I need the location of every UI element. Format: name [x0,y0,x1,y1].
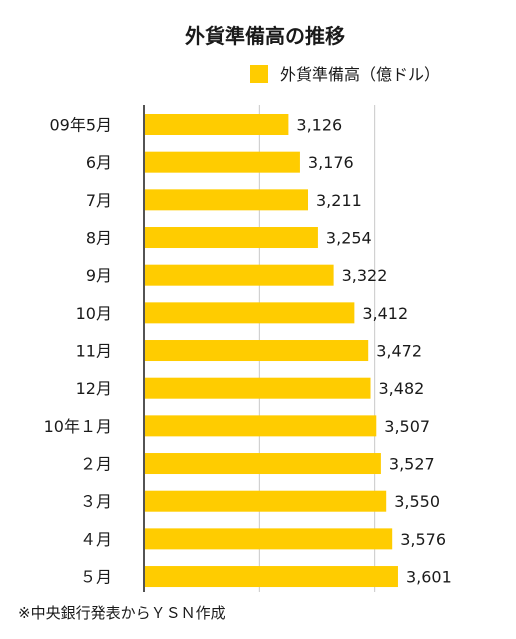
value-label: 3,176 [308,153,354,172]
bar [145,340,369,362]
value-label: 3,211 [316,191,362,210]
value-label: 3,550 [394,492,440,511]
legend: 外貨準備高（億ドル） [250,65,440,84]
bar [145,264,334,286]
source-note: ※中央銀行発表からＹＳＮ作成 [18,604,226,622]
category-labels: 09年5月 6月 7月 8月 9月 10月 11月 12月 10年１月 ２月 ３月 ４月 ５月 [44,116,112,587]
bar [145,227,318,249]
value-labels: 3,126 3,176 3,211 3,254 3,322 3,412 3,472 3,482… [296,116,451,587]
value-label: 3,601 [406,568,452,587]
category-label: ５月 [80,568,112,587]
value-label: 3,482 [379,379,425,398]
category-label: ２月 [80,455,112,474]
bar [145,415,377,437]
bar [145,189,309,211]
bar [145,114,289,135]
category-label: 10年１月 [44,417,112,436]
bar [145,528,393,550]
legend-swatch [250,65,268,83]
category-label: 6月 [86,153,112,172]
value-label: 3,472 [376,342,422,361]
category-label: 7月 [86,191,112,210]
value-label: 3,254 [326,229,372,248]
bar [145,490,387,512]
category-label: 09年5月 [49,116,112,135]
bars [145,114,398,588]
bar [145,302,355,324]
value-label: 3,322 [342,266,388,285]
category-label: 8月 [86,229,112,248]
value-label: 3,126 [296,116,342,135]
value-label: 3,527 [389,455,435,474]
bar [145,453,381,475]
category-label: 12月 [76,379,112,398]
category-label: 9月 [86,266,112,285]
category-label: 11月 [76,342,112,361]
bar [145,566,398,588]
chart-title: 外貨準備高の推移 [185,24,345,48]
category-label: 10月 [76,304,112,323]
bar [145,151,300,173]
value-label: 3,576 [400,530,446,549]
bar [145,377,371,399]
value-label: 3,412 [362,304,408,323]
value-label: 3,507 [384,417,430,436]
legend-label: 外貨準備高（億ドル） [280,65,440,84]
category-label: ３月 [80,492,112,511]
category-label: ４月 [80,530,112,549]
